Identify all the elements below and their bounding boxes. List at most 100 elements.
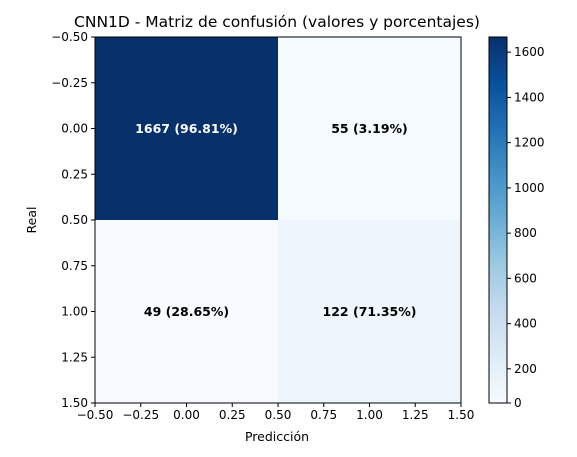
- y-tick-label: 1.00: [61, 305, 88, 319]
- colorbar-gradient-segment: [489, 119, 507, 123]
- colorbar-gradient-segment: [489, 284, 507, 288]
- colorbar-gradient-segment: [489, 155, 507, 160]
- colorbar-gradient-segment: [489, 396, 507, 401]
- colorbar-gradient-segment: [489, 213, 507, 218]
- colorbar-gradient-segment: [489, 271, 507, 276]
- colorbar-gradient-segment: [489, 323, 507, 328]
- y-tick-label: −0.25: [51, 76, 88, 90]
- colorbar-gradient-segment: [489, 342, 507, 346]
- colorbar-gradient-segment: [489, 94, 507, 99]
- colorbar-gradient-segment: [489, 375, 507, 380]
- colorbar-tick-label: 600: [514, 271, 537, 285]
- colorbar-gradient-segment: [489, 363, 507, 367]
- heatmap-cell-0-0: [95, 37, 278, 220]
- heatmap-cell-0-1: [278, 37, 461, 220]
- colorbar-gradient-segment: [489, 290, 507, 294]
- y-tick-label: −0.50: [51, 30, 88, 44]
- colorbar-gradient-segment: [489, 70, 507, 75]
- colorbar-gradient-segment: [489, 46, 507, 50]
- colorbar-gradient-segment: [489, 165, 507, 169]
- colorbar-gradient-segment: [489, 223, 507, 227]
- y-tick-label: 1.50: [61, 396, 88, 410]
- x-tick-label: 0.75: [310, 408, 337, 422]
- colorbar-gradient-segment: [489, 79, 507, 84]
- colorbar-gradient-segment: [489, 335, 507, 340]
- colorbar-gradient-segment: [489, 387, 507, 392]
- colorbar-gradient-segment: [489, 143, 507, 148]
- x-tick-label: 0.00: [173, 408, 200, 422]
- x-axis-label: Predicción: [245, 429, 309, 444]
- colorbar-tick-label: 800: [514, 226, 537, 240]
- colorbar-gradient-segment: [489, 183, 507, 188]
- colorbar-gradient-segment: [489, 256, 507, 261]
- colorbar-gradient-segment: [489, 189, 507, 194]
- colorbar-gradient-segment: [489, 229, 507, 233]
- colorbar-gradient-segment: [489, 369, 507, 374]
- colorbar-gradient-segment: [489, 220, 507, 224]
- colorbar-gradient-segment: [489, 168, 507, 172]
- colorbar-gradient-segment: [489, 247, 507, 252]
- colorbar: 0 200 400 600 800 1000 1200 1400 1600: [488, 36, 545, 410]
- colorbar-gradient-segment: [489, 101, 507, 105]
- colorbar-gradient-segment: [489, 125, 507, 130]
- colorbar-gradient-segment: [489, 146, 507, 151]
- colorbar-tick-label: 200: [514, 362, 537, 376]
- colorbar-gradient-segment: [489, 351, 507, 355]
- colorbar-gradient-segment: [489, 338, 507, 343]
- colorbar-gradient-segment: [489, 192, 507, 197]
- colorbar-gradient-segment: [489, 299, 507, 303]
- colorbar-gradient-segment: [489, 320, 507, 325]
- colorbar-gradient-segment: [489, 88, 507, 93]
- y-tick-label: 0.25: [61, 167, 88, 181]
- colorbar-gradient-segment: [489, 317, 507, 322]
- colorbar-gradient-segment: [489, 43, 507, 47]
- colorbar-gradient-segment: [489, 149, 507, 154]
- colorbar-gradient-segment: [489, 52, 507, 56]
- plot-frame: [94, 36, 462, 404]
- colorbar-gradient-segment: [489, 308, 507, 313]
- colorbar-gradient-segment: [489, 305, 507, 310]
- colorbar-gradient-segment: [489, 201, 507, 206]
- y-tick-label: 0.00: [61, 122, 88, 136]
- colorbar-gradient-segment: [489, 82, 507, 87]
- colorbar-gradient-segment: [489, 311, 507, 316]
- cell-value-label-1-0: 49 (28.65%): [144, 304, 229, 319]
- colorbar-gradient-segment: [489, 378, 507, 383]
- colorbar-gradient-segment: [489, 207, 507, 212]
- colorbar-gradient-segment: [489, 357, 507, 361]
- colorbar-gradient-segment: [489, 107, 507, 111]
- colorbar-gradient-segment: [489, 37, 507, 41]
- colorbar-gradient-segment: [489, 287, 507, 291]
- x-axis-ticks: −0.50 −0.25 0.00 0.25 0.50 0.75 1.00 1.25 1.50: [77, 403, 475, 422]
- cell-value-label-0-1: 55 (3.19%): [331, 121, 408, 136]
- x-tick-label: 1.00: [356, 408, 383, 422]
- colorbar-tick-label: 400: [514, 317, 537, 331]
- colorbar-gradient-segment: [489, 253, 507, 258]
- colorbar-gradient-segment: [489, 186, 507, 191]
- heatmap-cells: [95, 37, 461, 403]
- colorbar-gradient-segment: [489, 241, 507, 245]
- colorbar-gradient-segment: [489, 345, 507, 349]
- colorbar-gradient-segment: [489, 177, 507, 181]
- colorbar-gradient-segment: [489, 265, 507, 270]
- heatmap-cell-labels: 1667 (96.81%) 55 (3.19%) 49 (28.65%) 122 (7…: [135, 121, 416, 319]
- colorbar-gradient-segment: [489, 55, 507, 59]
- colorbar-gradient-segment: [489, 348, 507, 352]
- colorbar-gradient-segment: [489, 259, 507, 264]
- colorbar-gradient-segment: [489, 293, 507, 297]
- colorbar-gradient-segment: [489, 131, 507, 136]
- colorbar-gradient-segment: [489, 281, 507, 285]
- colorbar-gradient-segment: [489, 64, 507, 69]
- cell-value-label-1-1: 122 (71.35%): [323, 304, 417, 319]
- colorbar-gradient-segment: [489, 277, 507, 282]
- colorbar-gradient-segment: [489, 232, 507, 236]
- heatmap-cell-1-1: [278, 220, 461, 403]
- colorbar-gradient-segment: [489, 104, 507, 108]
- colorbar-gradient-segment: [489, 216, 507, 221]
- colorbar-gradient-segment: [489, 381, 507, 386]
- colorbar-gradient-segment: [489, 314, 507, 319]
- x-tick-label: 1.25: [402, 408, 429, 422]
- colorbar-gradient-segment: [489, 40, 507, 44]
- x-tick-label: 1.50: [448, 408, 475, 422]
